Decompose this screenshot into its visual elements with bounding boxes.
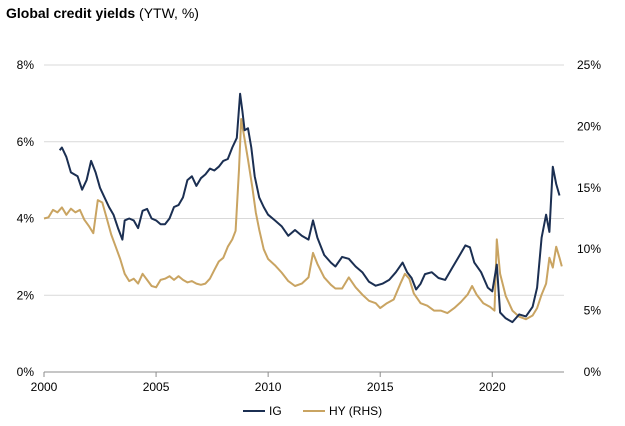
y-right-tick-label: 5% (584, 304, 602, 318)
legend-label: IG (269, 404, 282, 418)
chart-title-rest: (YTW, %) (135, 5, 199, 21)
y-right-tick-label: 10% (577, 242, 601, 256)
chart-title-bold: Global credit yields (6, 5, 136, 21)
gridlines (44, 64, 564, 296)
series-lines (43, 92, 563, 324)
y-right-tick-label: 25% (577, 58, 601, 72)
y-right-tick-label: 15% (577, 181, 601, 195)
y-right-tick-label: 20% (577, 119, 601, 133)
y-left-tick-label: 4% (17, 212, 35, 226)
y-left-tick-label: 8% (17, 58, 35, 72)
x-tick-label: 2000 (31, 380, 58, 394)
x-tick-label: 2020 (479, 380, 506, 394)
tick-labels: 2000 2005 2010 2015 2020 0% 2% 4% 6% 8% 0% 5% 10% 15%… (17, 58, 602, 394)
axes (43, 371, 564, 377)
series-line-hy-rhs (43, 118, 563, 321)
series-line-ig (58, 92, 561, 324)
y-right-tick-label: 0% (584, 365, 602, 379)
legend: IG HY (RHS) (243, 404, 382, 418)
x-tick-label: 2005 (143, 380, 170, 394)
y-left-tick-label: 0% (17, 365, 35, 379)
x-tick-label: 2010 (255, 380, 282, 394)
y-left-tick-label: 2% (17, 288, 35, 302)
legend-label: HY (RHS) (329, 404, 382, 418)
x-tick-label: 2015 (367, 380, 394, 394)
chart-title: Global credit yields (YTW, %) (6, 5, 199, 21)
y-left-tick-label: 6% (17, 135, 35, 149)
